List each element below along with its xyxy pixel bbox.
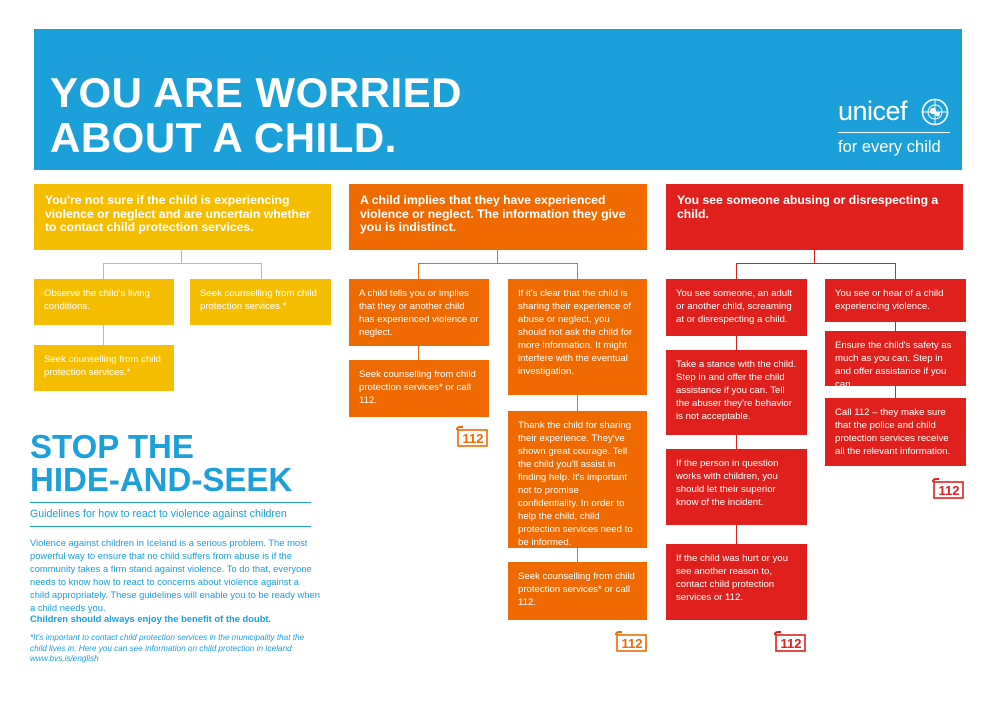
red-see-hear-box: You see or hear of a child experiencing … <box>825 279 966 322</box>
page-title: YOU ARE WORRIED ABOUT A CHILD. <box>50 69 462 161</box>
orange-child-tells-box: A child tells you or implies that they o… <box>349 279 489 346</box>
connector-line <box>736 525 737 544</box>
orange-thank-child-box: Thank the child for sharing their experi… <box>508 411 647 548</box>
phone-112-label: 112 <box>781 636 802 651</box>
connector-line <box>814 250 815 264</box>
phone-112-icon: 112 <box>932 478 964 499</box>
connector-line <box>418 263 419 279</box>
connector-line <box>577 548 578 562</box>
connector-line <box>418 346 419 360</box>
connector-line <box>736 263 895 264</box>
yellow-counselling-box-2: Seek counselling from child protection s… <box>34 345 174 391</box>
connector-line <box>895 386 896 398</box>
yellow-counselling-box: Seek counselling from child protection s… <box>190 279 331 325</box>
phone-112-label: 112 <box>463 431 484 446</box>
red-superior-box: If the person in question works with chi… <box>666 449 807 525</box>
red-call-112-box: Call 112 – they make sure that the polic… <box>825 398 966 466</box>
unicef-logo: unicef for every child <box>838 96 950 156</box>
connector-line <box>497 250 498 264</box>
guide-body: Violence against children in Iceland is … <box>30 537 320 613</box>
connector-line <box>103 325 104 345</box>
guide-divider-bottom <box>30 526 311 527</box>
guide-emphasis: Children should always enjoy the benefit… <box>30 613 272 624</box>
connector-line <box>895 322 896 331</box>
phone-112-label: 112 <box>622 636 643 651</box>
connector-line <box>261 263 262 279</box>
connector-line <box>577 395 578 411</box>
orange-dont-ask-box: If it's clear that the child is sharing … <box>508 279 647 395</box>
red-see-someone-box: You see someone, an adult or another chi… <box>666 279 807 336</box>
connector-line <box>103 263 104 279</box>
connector-line <box>181 250 182 264</box>
logo-divider <box>838 132 950 133</box>
guide-divider-top <box>30 502 311 503</box>
connector-line <box>736 263 737 279</box>
yellow-heading-box: You're not sure if the child is experien… <box>34 184 331 250</box>
connector-line <box>736 336 737 350</box>
guide-title: STOP THE HIDE-AND-SEEK <box>30 428 293 498</box>
phone-112-label: 112 <box>939 483 960 498</box>
phone-112-icon: 112 <box>615 631 647 652</box>
phone-112-icon: 112 <box>456 426 488 447</box>
orange-counselling-box-2: Seek counselling from child protection s… <box>508 562 647 620</box>
connector-line <box>736 435 737 449</box>
guide-footnote: *It's important to contact child protect… <box>30 633 305 663</box>
phone-112-icon: 112 <box>774 631 806 652</box>
orange-heading-box: A child implies that they have experienc… <box>349 184 647 250</box>
globe-icon <box>921 98 949 126</box>
connector-line <box>103 263 261 264</box>
red-ensure-safety-box: Ensure the child's safety as much as you… <box>825 331 966 390</box>
header-banner <box>34 29 962 170</box>
red-contact-services-box: If the child was hurt or you see another… <box>666 544 807 620</box>
connector-line <box>895 263 896 279</box>
yellow-observe-box: Observe the child's living conditions. <box>34 279 174 325</box>
red-heading-box: You see someone abusing or disrespecting… <box>666 184 963 250</box>
connector-line <box>577 263 578 279</box>
orange-counselling-box: Seek counselling from child protection s… <box>349 360 489 417</box>
logo-tagline: for every child <box>838 138 941 156</box>
guide-subtitle: Guidelines for how to react to violence … <box>30 508 287 520</box>
connector-line <box>418 263 577 264</box>
logo-wordmark: unicef <box>838 96 908 126</box>
red-take-stance-box: Take a stance with the child. Step in an… <box>666 350 807 435</box>
